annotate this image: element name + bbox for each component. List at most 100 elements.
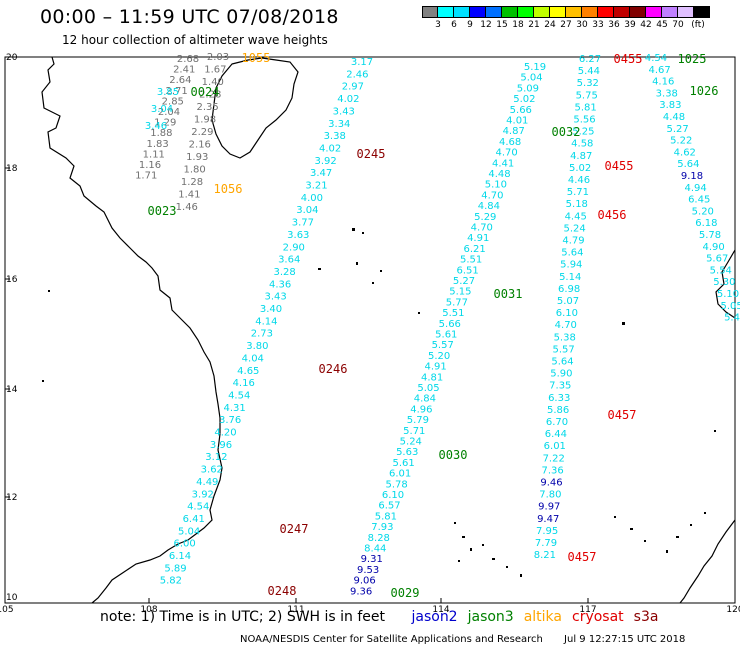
wave-height-value: 4.48 bbox=[663, 112, 685, 123]
wave-height-value: 6.18 bbox=[695, 218, 717, 229]
latitude-tick-label: 14 bbox=[6, 385, 18, 395]
wave-height-value: 3.46 bbox=[145, 121, 167, 132]
wave-height-value: 5.22 bbox=[670, 136, 692, 147]
wave-height-value: 5.54 bbox=[710, 265, 732, 276]
color-scale-swatch bbox=[630, 6, 646, 18]
pass-label: 0248 bbox=[268, 584, 297, 598]
wave-height-value: 1.46 bbox=[176, 202, 198, 213]
legend: note: 1) Time is in UTC; 2) SWH is in fe… bbox=[100, 609, 668, 625]
longitude-tick-label: 114 bbox=[432, 605, 449, 615]
wave-height-value: 2.03 bbox=[207, 52, 229, 63]
wave-height-value: 4.04 bbox=[242, 353, 264, 364]
color-scale-swatch bbox=[454, 6, 470, 18]
wave-height-value: 9.46 bbox=[540, 478, 562, 489]
wave-height-value: 4.87 bbox=[503, 126, 525, 137]
wave-height-value: 5.18 bbox=[566, 199, 588, 210]
wave-height-value: 4.94 bbox=[684, 183, 706, 194]
color-scale-label: 70 bbox=[672, 20, 684, 30]
wave-height-value: 3.43 bbox=[333, 106, 355, 117]
color-scale-label: 33 bbox=[592, 20, 604, 30]
pass-label: 0030 bbox=[439, 448, 468, 462]
wave-height-value: 3.92 bbox=[192, 489, 214, 500]
pass-label: 0455 bbox=[614, 52, 643, 66]
color-scale-label: 39 bbox=[624, 20, 636, 30]
longitude-labels: 105 108 111 114 117 120 bbox=[0, 605, 740, 615]
wave-height-value: 7.95 bbox=[536, 526, 558, 537]
wave-height-value: 5.27 bbox=[666, 124, 688, 135]
pass-label: 0457 bbox=[608, 408, 637, 422]
color-scale-label: 42 bbox=[640, 20, 652, 30]
wave-height-value: 3.34 bbox=[328, 119, 350, 130]
wave-height-value: 5.61 bbox=[435, 330, 457, 341]
wave-height-value: 9.18 bbox=[681, 171, 703, 182]
wave-height-value: 4.54 bbox=[645, 53, 667, 64]
color-scale-swatch bbox=[598, 6, 614, 18]
wave-height-value: 3.38 bbox=[656, 88, 678, 99]
wave-height-value: 6.44 bbox=[545, 429, 567, 440]
wave-height-value: 2.73 bbox=[251, 329, 273, 340]
color-scale-label: 30 bbox=[576, 20, 588, 30]
wave-height-value: 4.00 bbox=[301, 193, 323, 204]
wave-height-value: 5.24 bbox=[400, 437, 422, 448]
wave-height-value: 3.83 bbox=[659, 100, 681, 111]
wave-height-value: 8.44 bbox=[364, 544, 386, 555]
wave-height-value: 3.04 bbox=[151, 104, 173, 115]
wave-height-value: 5.09 bbox=[517, 83, 539, 94]
wave-height-value: 7.36 bbox=[541, 465, 563, 476]
wave-height-value: 4.84 bbox=[414, 394, 436, 405]
wave-height-value: 2.46 bbox=[346, 69, 368, 80]
color-scale-swatch bbox=[614, 6, 630, 18]
wave-height-value: 5.75 bbox=[576, 90, 598, 101]
wave-height-value: 5.71 bbox=[567, 187, 589, 198]
wave-height-value: 5.51 bbox=[460, 255, 482, 266]
wave-height-value: 2.29 bbox=[191, 127, 213, 138]
wave-height-value: 5.51 bbox=[442, 308, 464, 319]
wave-height-value: 4.81 bbox=[421, 372, 443, 383]
wave-height-value: 5.56 bbox=[573, 115, 595, 126]
wave-height-value: 3.12 bbox=[205, 452, 227, 463]
wave-height-value: 9.97 bbox=[538, 502, 560, 513]
wave-height-value: 4.46 bbox=[568, 175, 590, 186]
wave-height-value: 5.04 bbox=[178, 526, 200, 537]
latitude-tick-label: 12 bbox=[6, 493, 17, 503]
wave-height-value: 7.22 bbox=[543, 453, 565, 464]
wave-height-value: 5.05 bbox=[720, 301, 740, 312]
color-scale-label: 45 bbox=[656, 20, 668, 30]
legend-cryosat: cryosat bbox=[572, 609, 624, 625]
wave-height-value: 9.36 bbox=[350, 586, 372, 597]
wave-height-value: 5.94 bbox=[560, 260, 582, 271]
wave-height-value: 6.27 bbox=[579, 54, 601, 65]
pass-label: 0456 bbox=[598, 208, 627, 222]
color-scale-swatch bbox=[422, 6, 438, 18]
wave-height-value: 6.41 bbox=[183, 514, 205, 525]
color-scale-swatch bbox=[486, 6, 502, 18]
color-scale-swatch bbox=[566, 6, 582, 18]
wave-height-value: 4.16 bbox=[233, 378, 255, 389]
wave-height-value: 5.05 bbox=[417, 383, 439, 394]
wave-height-value: 5.19 bbox=[524, 62, 546, 73]
footer: NOAA/NESDIS Center for Satellite Applica… bbox=[240, 634, 685, 645]
wave-height-value: 5.64 bbox=[551, 357, 573, 368]
wave-height-value: 5.86 bbox=[547, 405, 569, 416]
wave-height-value: 3.40 bbox=[260, 304, 282, 315]
wave-height-value: 1.29 bbox=[154, 118, 176, 129]
footer-timestamp: Jul 9 12:27:15 UTC 2018 bbox=[564, 634, 686, 645]
wave-height-value: 5.32 bbox=[577, 78, 599, 89]
pass-label: 0455 bbox=[605, 159, 634, 173]
color-scale-swatch bbox=[550, 6, 566, 18]
wave-height-value: 4.31 bbox=[223, 403, 245, 414]
wave-height-value: 2.68 bbox=[177, 54, 199, 65]
wave-height-value: 2.85 bbox=[162, 96, 184, 107]
wave-height-value: 1.93 bbox=[186, 152, 208, 163]
wave-height-value: 5.10 bbox=[717, 289, 739, 300]
latitude-tick-label: 16 bbox=[6, 275, 18, 285]
pass-label: 0457 bbox=[568, 550, 597, 564]
chart-title: 00:00 – 11:59 UTC 07/08/2018 bbox=[40, 6, 339, 28]
color-scale-label: 21 bbox=[528, 20, 540, 30]
luzon-coast bbox=[715, 249, 736, 319]
wave-height-value: 1.11 bbox=[143, 149, 165, 160]
wave-height-value: 6.00 bbox=[173, 539, 195, 550]
wave-height-value: 4.70 bbox=[471, 223, 493, 234]
color-scale-label: 12 bbox=[480, 20, 492, 30]
wave-height-value: 5.67 bbox=[706, 254, 728, 265]
